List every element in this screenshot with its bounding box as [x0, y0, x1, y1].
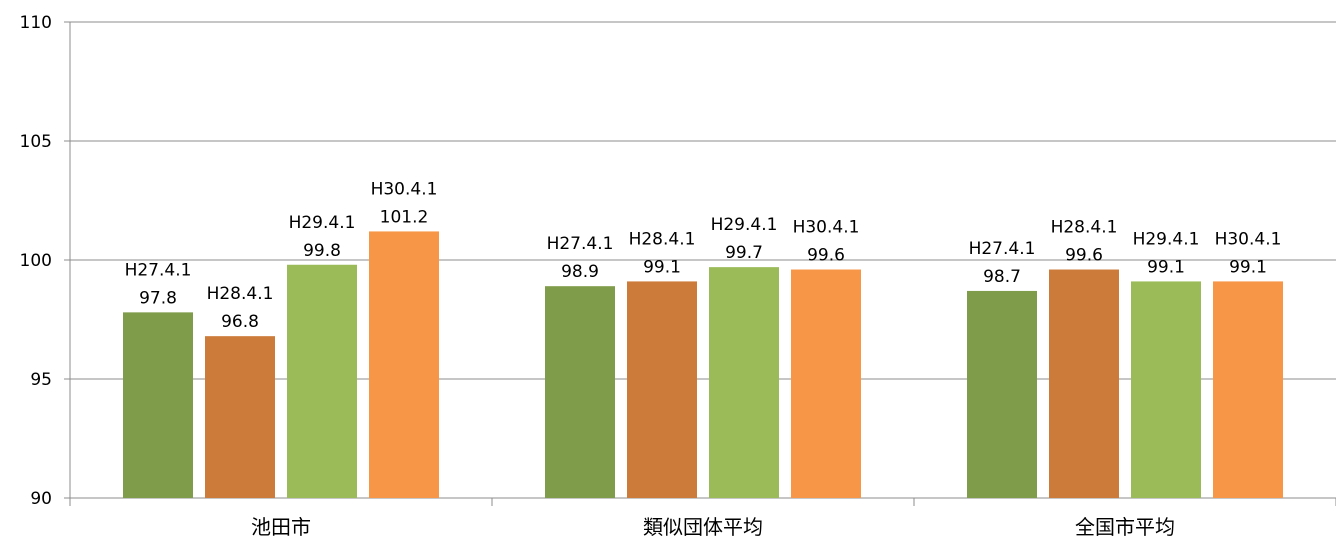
y-axis-ticks: 90 95 100 105 110	[20, 13, 52, 509]
data-label-value: 99.1	[1147, 257, 1185, 277]
data-label-value: 99.6	[1065, 246, 1103, 266]
bar	[1049, 269, 1119, 498]
bar	[369, 231, 439, 498]
y-tick-label: 95	[30, 370, 52, 390]
data-label-series: H29.4.1	[1133, 229, 1200, 249]
y-tick-label: 90	[30, 489, 52, 509]
bars	[123, 231, 1283, 498]
data-label-series: H28.4.1	[1051, 218, 1118, 238]
data-label-value: 96.8	[221, 312, 259, 332]
data-label-series: H27.4.1	[125, 260, 192, 280]
bar	[967, 290, 1037, 498]
data-label-value: 98.7	[983, 267, 1021, 287]
bar	[627, 281, 697, 498]
bar	[1213, 281, 1283, 498]
bar	[791, 269, 861, 498]
y-tick-label: 100	[20, 251, 52, 271]
axes	[64, 21, 1336, 506]
data-label-series: H27.4.1	[969, 239, 1036, 259]
bar	[205, 336, 275, 498]
data-label-series: H28.4.1	[207, 284, 274, 304]
data-label-series: H27.4.1	[547, 234, 614, 254]
data-label-series: H29.4.1	[289, 213, 356, 233]
x-tick-label: 池田市	[251, 515, 311, 539]
data-label-series: H30.4.1	[371, 179, 438, 199]
y-tick-label: 110	[20, 13, 52, 33]
data-label-value: 99.8	[303, 241, 341, 261]
x-tick-label: 全国市平均	[1075, 515, 1175, 539]
data-label-series: H28.4.1	[629, 229, 696, 249]
y-tick-label: 105	[20, 132, 52, 152]
gridlines	[70, 21, 1336, 380]
bar	[545, 286, 615, 498]
data-label-value: 99.1	[643, 257, 681, 277]
data-label-series: H29.4.1	[711, 215, 778, 235]
bar	[123, 312, 193, 498]
data-label-value: 98.9	[561, 262, 599, 282]
x-tick-label: 類似団体平均	[643, 515, 763, 539]
data-label-value: 99.7	[725, 243, 763, 263]
bar	[1131, 281, 1201, 498]
data-label-value: 97.8	[139, 288, 177, 308]
x-axis-ticks: 池田市 類似団体平均 全国市平均	[251, 515, 1175, 539]
bar	[287, 264, 357, 498]
data-labels: H27.4.1 97.8 H28.4.1 96.8 H29.4.1 99.8 H30.4.1…	[125, 179, 1282, 332]
data-label-series: H30.4.1	[1215, 229, 1282, 249]
bar	[709, 267, 779, 498]
data-label-series: H30.4.1	[793, 218, 860, 238]
data-label-value: 101.2	[380, 207, 429, 227]
data-label-value: 99.1	[1229, 257, 1267, 277]
data-label-value: 99.6	[807, 246, 845, 266]
